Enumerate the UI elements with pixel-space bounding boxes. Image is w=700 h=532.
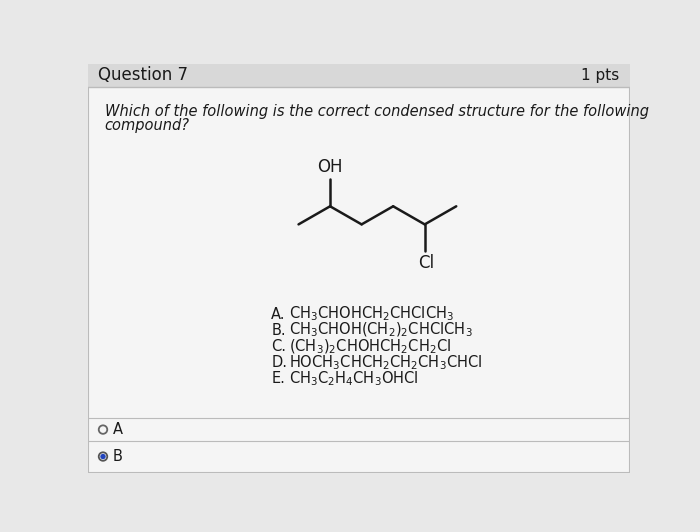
Text: D.: D. — [271, 355, 287, 370]
Text: 1 pts: 1 pts — [581, 68, 619, 83]
Text: B: B — [113, 449, 123, 464]
Bar — [88, 64, 630, 87]
Text: A: A — [113, 422, 123, 437]
Text: Question 7: Question 7 — [98, 66, 188, 85]
Text: compound?: compound? — [104, 118, 190, 133]
Text: E.: E. — [271, 371, 285, 386]
Text: B.: B. — [271, 323, 286, 338]
Text: $\mathrm{CH_3C_2H_4CH_3OHCI}$: $\mathrm{CH_3C_2H_4CH_3OHCI}$ — [289, 369, 419, 388]
Circle shape — [100, 454, 106, 459]
Text: $\mathrm{CH_3CHOH(CH_2)_2CHCICH_3}$: $\mathrm{CH_3CHOH(CH_2)_2CHCICH_3}$ — [289, 321, 472, 339]
Circle shape — [99, 452, 107, 461]
Circle shape — [99, 426, 107, 434]
Text: A.: A. — [271, 306, 286, 321]
Text: C.: C. — [271, 339, 286, 354]
Text: $\mathrm{(CH_3)_2CHOHCH_2CH_2CI}$: $\mathrm{(CH_3)_2CHOHCH_2CH_2CI}$ — [289, 337, 452, 355]
Text: $\mathrm{HOCH_3CHCH_2CH_2CH_3CHCI}$: $\mathrm{HOCH_3CHCH_2CH_2CH_3CHCI}$ — [289, 353, 482, 372]
Text: OH: OH — [317, 158, 343, 176]
Text: Which of the following is the correct condensed structure for the following: Which of the following is the correct co… — [104, 104, 648, 119]
Text: Cl: Cl — [418, 254, 434, 272]
Text: $\mathrm{CH_3CHOHCH_2CHCICH_3}$: $\mathrm{CH_3CHOHCH_2CHCICH_3}$ — [289, 305, 454, 323]
